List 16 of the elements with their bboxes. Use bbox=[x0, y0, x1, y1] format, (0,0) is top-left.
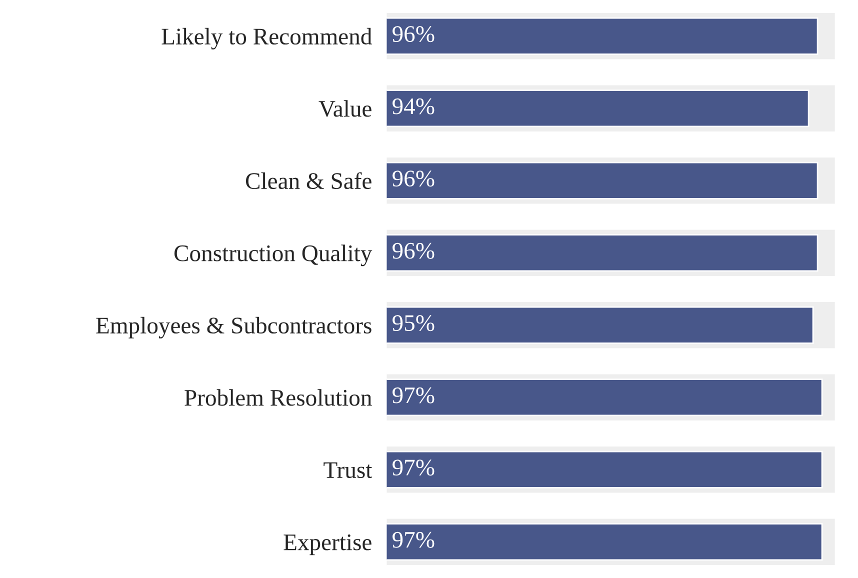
data-label: 96% bbox=[392, 242, 434, 259]
y-tick-label: Value bbox=[318, 100, 372, 117]
y-tick-label: Employees & Subcontractors bbox=[96, 316, 372, 338]
data-label: 97% bbox=[392, 460, 434, 476]
data-label: 95% bbox=[392, 315, 434, 332]
y-tick-label: Clean & Safe bbox=[246, 172, 372, 190]
data-label: 96% bbox=[392, 26, 434, 42]
y-tick-label: Expertise bbox=[284, 534, 372, 556]
y-tick-label: Construction Quality bbox=[174, 244, 372, 266]
y-tick-label: Trust bbox=[324, 462, 372, 478]
data-label: 94% bbox=[392, 98, 434, 114]
data-label: 97% bbox=[392, 387, 434, 404]
y-tick-label: Problem Resolution bbox=[184, 389, 372, 406]
data-label: 96% bbox=[392, 170, 434, 187]
y-tick-label: Likely to Recommend bbox=[162, 28, 372, 50]
data-label: 97% bbox=[392, 532, 434, 548]
